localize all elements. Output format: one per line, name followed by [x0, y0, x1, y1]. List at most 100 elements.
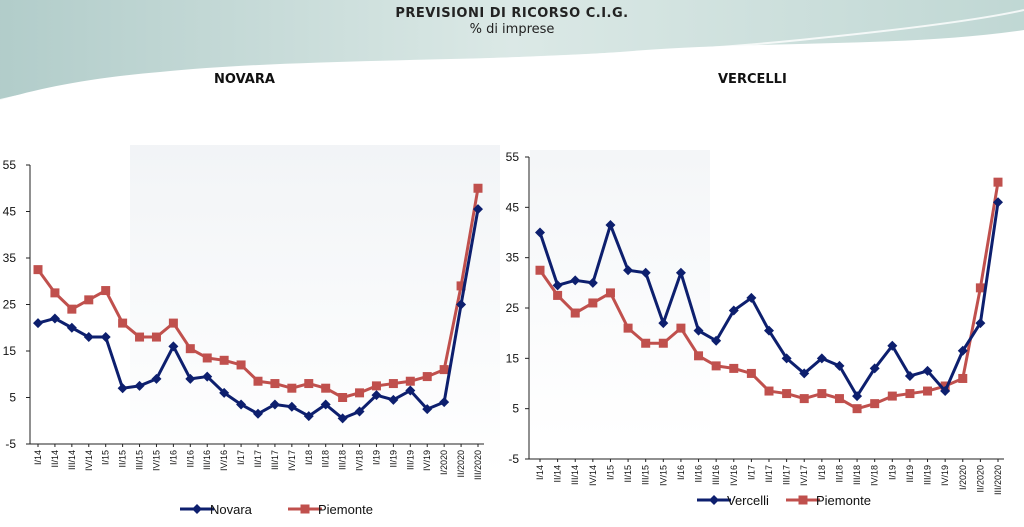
data-point-vercelli	[852, 391, 863, 402]
x-tick-label: III/14	[67, 450, 77, 470]
data-point-novara	[236, 399, 247, 410]
data-point-vercelli	[993, 197, 1003, 208]
legend-label-vercelli: Vercelli	[727, 493, 769, 508]
data-point-vercelli	[781, 353, 792, 364]
data-point-novara	[33, 318, 43, 329]
y-tick-label: 15	[506, 351, 520, 365]
x-tick-label: IV/18	[355, 450, 365, 471]
data-point-vercelli	[623, 265, 634, 276]
x-tick-label: IV/14	[588, 465, 598, 486]
x-tick-label: IV/17	[799, 465, 809, 486]
data-point-novara	[320, 399, 331, 410]
x-tick-label: III/18	[852, 465, 862, 485]
data-point-piemonte	[219, 355, 229, 365]
y-tick-label: 5	[512, 402, 519, 416]
x-tick-label: II/15	[623, 465, 633, 483]
data-point-piemonte	[50, 288, 60, 298]
x-tick-label: III/15	[135, 450, 145, 470]
x-tick-label: I/17	[746, 465, 756, 480]
x-tick-label: IV/16	[219, 450, 229, 471]
x-tick-label: IV/15	[658, 465, 668, 486]
x-tick-label: III/2020	[993, 465, 1003, 495]
data-point-vercelli	[922, 365, 933, 376]
data-point-novara	[456, 299, 467, 310]
y-tick-label: 35	[506, 251, 520, 265]
x-tick-label: IV/18	[870, 465, 880, 486]
x-tick-label: III/16	[711, 465, 721, 485]
data-point-piemonte	[405, 376, 415, 386]
data-point-vercelli	[605, 219, 616, 230]
data-point-vercelli	[693, 325, 704, 336]
x-tick-label: III/16	[202, 450, 212, 470]
data-point-vercelli	[535, 227, 545, 238]
x-tick-label: II/2020	[456, 450, 466, 478]
data-point-piemonte	[676, 323, 686, 333]
data-point-vercelli	[640, 267, 651, 278]
data-point-vercelli	[570, 275, 581, 286]
x-tick-label: III/19	[923, 465, 933, 485]
data-point-piemonte	[834, 394, 844, 404]
x-tick-label: II/18	[834, 465, 844, 483]
data-point-novara	[151, 373, 162, 384]
data-point-piemonte	[658, 338, 668, 348]
x-tick-label: III/14	[570, 465, 580, 485]
data-point-novara	[303, 411, 314, 422]
data-point-piemonte	[388, 379, 398, 389]
data-point-piemonte	[729, 363, 739, 373]
data-point-vercelli	[904, 370, 915, 381]
data-point-novara	[83, 332, 94, 343]
legend-label-novara: Novara	[210, 502, 253, 517]
data-point-piemonte	[118, 318, 128, 328]
x-tick-label: IV/17	[287, 450, 297, 471]
chart-title-vercelli: VERCELLI	[718, 72, 787, 87]
x-tick-label: I/18	[817, 465, 827, 480]
data-point-novara	[168, 341, 179, 352]
data-point-piemonte	[746, 368, 756, 378]
data-point-vercelli	[746, 292, 757, 303]
data-point-piemonte	[711, 361, 721, 371]
data-point-novara	[117, 383, 128, 394]
x-tick-label: III/2020	[473, 450, 483, 480]
data-point-vercelli	[728, 305, 739, 316]
data-point-piemonte	[253, 376, 263, 386]
x-tick-label: IV/19	[422, 450, 432, 471]
legend-marker-piemonte	[300, 504, 310, 514]
x-tick-label: I/15	[605, 465, 615, 480]
y-tick-label: 55	[506, 150, 520, 164]
x-tick-label: IV/16	[729, 465, 739, 486]
data-point-novara	[49, 313, 60, 324]
y-tick-label: 25	[506, 301, 520, 315]
data-point-piemonte	[694, 351, 704, 361]
data-point-piemonte	[287, 383, 297, 393]
data-point-piemonte	[605, 288, 615, 298]
x-tick-label: III/17	[270, 450, 280, 470]
data-point-piemonte	[151, 332, 161, 342]
data-point-piemonte	[321, 383, 331, 393]
data-point-piemonte	[887, 391, 897, 401]
page-title: PREVISIONI DI RICORSO C.I.G.	[395, 6, 629, 21]
data-point-piemonte	[185, 344, 195, 354]
data-point-piemonte	[535, 265, 545, 275]
y-tick-label: 5	[9, 391, 16, 405]
x-tick-label: IV/14	[84, 450, 94, 471]
data-point-piemonte	[135, 332, 145, 342]
data-point-vercelli	[675, 267, 686, 278]
data-point-piemonte	[304, 379, 314, 389]
x-tick-label: I/19	[887, 465, 897, 480]
data-point-piemonte	[67, 304, 77, 314]
data-point-piemonte	[168, 318, 178, 328]
data-point-vercelli	[764, 325, 774, 336]
data-point-piemonte	[439, 365, 449, 375]
data-point-novara	[219, 387, 230, 398]
x-tick-label: III/17	[782, 465, 792, 485]
data-point-piemonte	[817, 389, 827, 399]
data-point-novara	[371, 390, 382, 401]
data-point-novara	[473, 204, 483, 215]
x-tick-label: I/14	[33, 450, 43, 465]
data-point-piemonte	[799, 394, 809, 404]
data-point-piemonte	[456, 281, 466, 291]
x-tick-label: I/17	[236, 450, 246, 465]
data-point-vercelli	[711, 335, 722, 346]
x-tick-label: II/19	[905, 465, 915, 483]
